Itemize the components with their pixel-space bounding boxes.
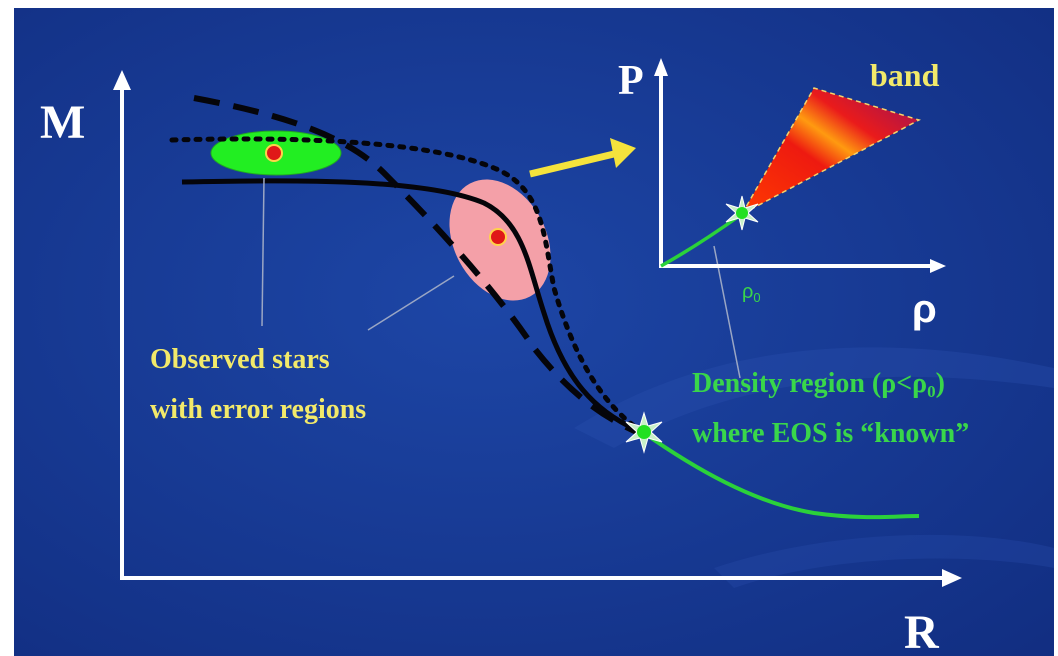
mr-curve-known-eos: [642, 431, 920, 520]
mr-curve-solid: [181, 178, 645, 436]
slide-canvas: M R P ρ ρ0 band Observed stars: [14, 8, 1054, 656]
transition-point-inset: [725, 195, 759, 231]
rho-axis-label: ρ: [912, 287, 937, 331]
band-label: band: [870, 57, 940, 93]
m-axis-arrowhead: [113, 70, 131, 90]
diagram-svg: M R P ρ ρ0 band Observed stars: [14, 8, 1054, 656]
rho0-tick-label: ρ0: [742, 281, 761, 305]
background-swoosh-lower: [714, 534, 1054, 588]
mr-curve-dashed: [193, 95, 641, 436]
p-axis-label: P: [618, 58, 644, 104]
to-inset-arrow: [529, 138, 636, 178]
observed-caption-line2: with error regions: [150, 394, 366, 425]
inset-axes: [659, 64, 939, 268]
transition-point-main: [625, 411, 663, 454]
observed-star-2: [489, 228, 507, 246]
main-axes: [120, 78, 954, 580]
pointer-line-pink: [367, 275, 455, 331]
r-axis-arrowhead: [942, 569, 962, 587]
observed-star-1: [265, 144, 283, 162]
m-axis-label: M: [40, 96, 85, 149]
background-swoosh: [574, 347, 1054, 448]
mr-curve-dotted: [169, 136, 647, 436]
p-axis-arrowhead: [654, 58, 668, 76]
r-axis-label: R: [904, 606, 940, 656]
observed-caption-line1: Observed stars: [150, 344, 330, 375]
density-caption-line2: where EOS is “known”: [692, 418, 969, 449]
pointer-line-green: [261, 177, 265, 327]
rho-axis-arrowhead: [930, 259, 946, 273]
density-caption-line1: Density region (ρ<ρ0): [692, 368, 945, 401]
eos-band: [740, 87, 921, 216]
